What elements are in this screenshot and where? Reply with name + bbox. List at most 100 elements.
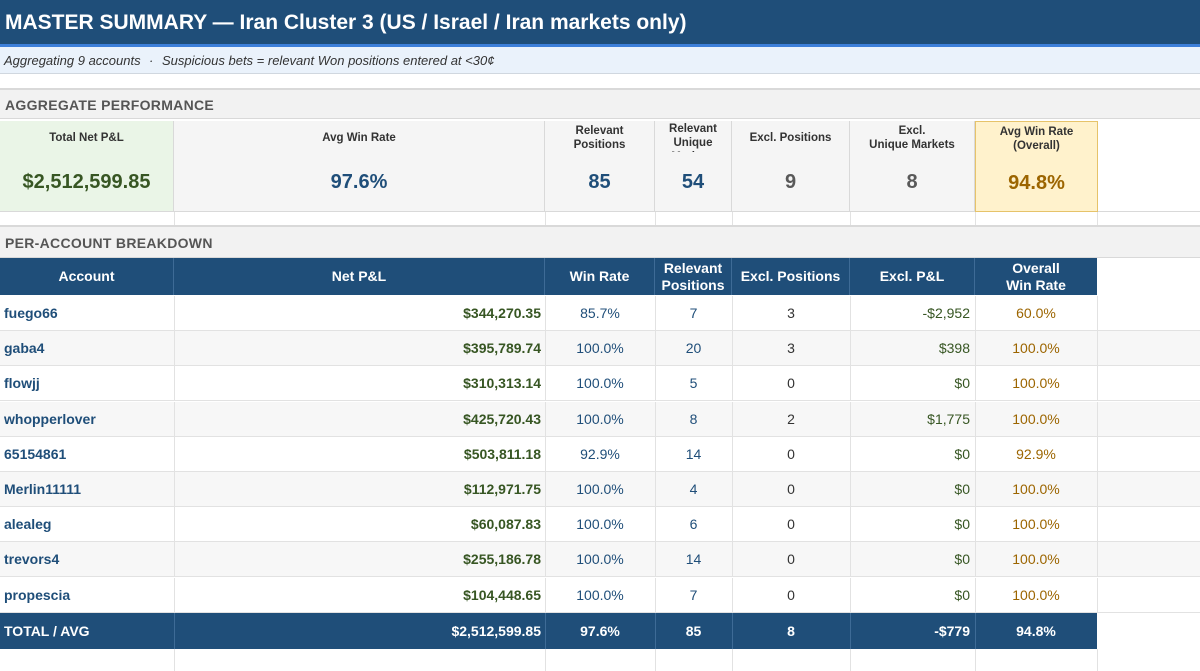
kpi-total-net-pnl: Total Net P&L $2,512,599.85 bbox=[0, 121, 174, 212]
total-excl-pnl: -$779 bbox=[934, 623, 970, 639]
subtitle-separator: · bbox=[149, 53, 154, 68]
column-header-account: Account bbox=[0, 258, 174, 295]
account-name: fuego66 bbox=[4, 305, 58, 321]
relevant-positions-value: 7 bbox=[689, 586, 698, 603]
win-rate-value: 85.7% bbox=[580, 305, 620, 321]
excl-pnl-value: $1,775 bbox=[927, 410, 970, 427]
excl-positions-value: 0 bbox=[787, 481, 795, 497]
kpi-value: 97.6% bbox=[330, 171, 388, 193]
kpi-excl-positions: Excl. Positions 9 bbox=[732, 121, 850, 212]
relevant-positions-value: 20 bbox=[685, 340, 702, 357]
relevant-positions-value: 14 bbox=[685, 445, 702, 462]
win-rate-value: 100.0% bbox=[576, 586, 624, 603]
table-row: alealeg $60,087.83 100.0% 6 0 $0 100.0% bbox=[0, 507, 1200, 543]
excl-positions-value: 0 bbox=[787, 551, 795, 568]
total-overall: 94.8% bbox=[1016, 623, 1056, 639]
overall-win-rate-value: 100.0% bbox=[1012, 340, 1060, 357]
excl-positions-value: 0 bbox=[787, 586, 795, 603]
total-net-pnl: $2,512,599.85 bbox=[451, 623, 541, 639]
overall-win-rate-value: 92.9% bbox=[1016, 445, 1056, 462]
subtitle-note: Suspicious bets = relevant Won positions… bbox=[162, 53, 495, 68]
excl-positions-value: 0 bbox=[787, 516, 795, 533]
kpi-avg-win-rate-overall: Avg Win Rate (Overall) 94.8% bbox=[975, 121, 1098, 212]
column-header-win-rate: Win Rate bbox=[545, 258, 655, 295]
kpi-value: 9 bbox=[784, 171, 797, 193]
title-bar: MASTER SUMMARY — Iran Cluster 3 (US / Is… bbox=[0, 0, 1200, 47]
account-name: trevors4 bbox=[4, 551, 60, 568]
kpi-value: 85 bbox=[588, 171, 611, 193]
win-rate-value: 100.0% bbox=[576, 375, 624, 392]
table-row: flowjj $310,313.14 100.0% 5 0 $0 100.0% bbox=[0, 366, 1200, 402]
win-rate-value: 100.0% bbox=[576, 516, 624, 533]
relevant-positions-value: 7 bbox=[689, 305, 698, 321]
excl-pnl-value: $0 bbox=[954, 445, 970, 462]
net-pnl-value: $255,186.78 bbox=[463, 551, 541, 568]
account-name: alealeg bbox=[4, 516, 52, 533]
table-row: fuego66 $344,270.35 85.7% 7 3 -$2,952 60.0% bbox=[0, 296, 1200, 331]
column-header-net-pnl: Net P&L bbox=[174, 258, 545, 295]
relevant-positions-value: 6 bbox=[689, 516, 698, 533]
kpi-relevant-positions: Relevant Positions 85 bbox=[545, 121, 655, 212]
net-pnl-value: $310,313.14 bbox=[463, 375, 541, 392]
net-pnl-value: $112,971.75 bbox=[463, 481, 541, 497]
excl-pnl-value: $0 bbox=[954, 586, 970, 603]
relevant-positions-value: 5 bbox=[689, 375, 698, 392]
kpi-excl-unique-markets: Excl. Unique Markets 8 bbox=[850, 121, 975, 212]
kpi-label: Excl. Positions bbox=[749, 132, 832, 144]
excl-pnl-value: $398 bbox=[938, 340, 970, 357]
kpi-label: Avg Win Rate (Overall) bbox=[999, 126, 1074, 152]
win-rate-value: 100.0% bbox=[576, 481, 624, 497]
table-row: trevors4 $255,186.78 100.0% 14 0 $0 100.0% bbox=[0, 542, 1200, 578]
net-pnl-value: $344,270.35 bbox=[463, 305, 541, 321]
overall-win-rate-value: 100.0% bbox=[1012, 586, 1060, 603]
total-win-rate: 97.6% bbox=[580, 623, 620, 639]
overall-win-rate-value: 60.0% bbox=[1016, 305, 1056, 321]
kpi-label: Total Net P&L bbox=[49, 132, 124, 144]
net-pnl-value: $425,720.43 bbox=[463, 410, 541, 427]
excl-positions-value: 3 bbox=[787, 340, 795, 357]
section-per-account-title: PER-ACCOUNT BREAKDOWN bbox=[5, 235, 213, 251]
relevant-positions-value: 14 bbox=[685, 551, 702, 568]
total-label: TOTAL / AVG bbox=[4, 623, 90, 639]
excl-pnl-value: $0 bbox=[954, 375, 970, 392]
kpi-value: 54 bbox=[681, 171, 705, 193]
overall-win-rate-value: 100.0% bbox=[1012, 375, 1060, 392]
overall-win-rate-value: 100.0% bbox=[1012, 551, 1060, 568]
section-aggregate-title: AGGREGATE PERFORMANCE bbox=[5, 97, 215, 113]
relevant-positions-value: 4 bbox=[689, 481, 698, 497]
kpi-relevant-unique-markets: Relevant Unique Markets 54 bbox=[655, 121, 732, 212]
win-rate-value: 100.0% bbox=[576, 340, 624, 357]
excl-pnl-value: $0 bbox=[954, 551, 970, 568]
empty-cell bbox=[1098, 121, 1200, 212]
net-pnl-value: $104,448.65 bbox=[463, 586, 541, 603]
section-per-account: PER-ACCOUNT BREAKDOWN bbox=[0, 225, 1200, 258]
table-row: 65154861 $503,811.18 92.9% 14 0 $0 92.9% bbox=[0, 436, 1200, 472]
table-row: Merlin11111 $112,971.75 100.0% 4 0 $0 100.0% bbox=[0, 472, 1200, 507]
kpi-label: Relevant Positions bbox=[573, 125, 626, 151]
kpi-value: 94.8% bbox=[1008, 172, 1065, 194]
overall-win-rate-value: 100.0% bbox=[1012, 410, 1060, 427]
section-aggregate: AGGREGATE PERFORMANCE bbox=[0, 88, 1200, 119]
column-header-overall-win-rate: Overall Win Rate bbox=[975, 258, 1097, 295]
excl-positions-value: 0 bbox=[787, 445, 795, 462]
excl-pnl-value: $0 bbox=[954, 481, 970, 497]
blank-row bbox=[0, 649, 1200, 671]
win-rate-value: 100.0% bbox=[576, 410, 624, 427]
table-row: propescia $104,448.65 100.0% 7 0 $0 100.0% bbox=[0, 577, 1200, 613]
account-name: gaba4 bbox=[4, 340, 45, 357]
excl-positions-value: 3 bbox=[787, 305, 795, 321]
win-rate-value: 100.0% bbox=[576, 551, 624, 568]
account-name: propescia bbox=[4, 586, 71, 603]
account-name: Merlin11111 bbox=[4, 481, 82, 497]
kpi-label: Avg Win Rate bbox=[322, 132, 396, 144]
column-header-excl-positions: Excl. Positions bbox=[732, 258, 850, 295]
overall-win-rate-value: 100.0% bbox=[1012, 481, 1060, 497]
excl-positions-value: 0 bbox=[787, 375, 795, 392]
page-title: MASTER SUMMARY — Iran Cluster 3 (US / Is… bbox=[5, 11, 687, 34]
subtitle-row: Aggregating 9 accounts · Suspicious bets… bbox=[0, 47, 1200, 74]
table-row: whopperlover $425,720.43 100.0% 8 2 $1,775 100… bbox=[0, 401, 1200, 437]
win-rate-value: 92.9% bbox=[580, 445, 620, 462]
total-relevant: 85 bbox=[685, 623, 702, 639]
account-name: flowjj bbox=[4, 375, 40, 392]
excl-positions-value: 2 bbox=[787, 410, 795, 427]
